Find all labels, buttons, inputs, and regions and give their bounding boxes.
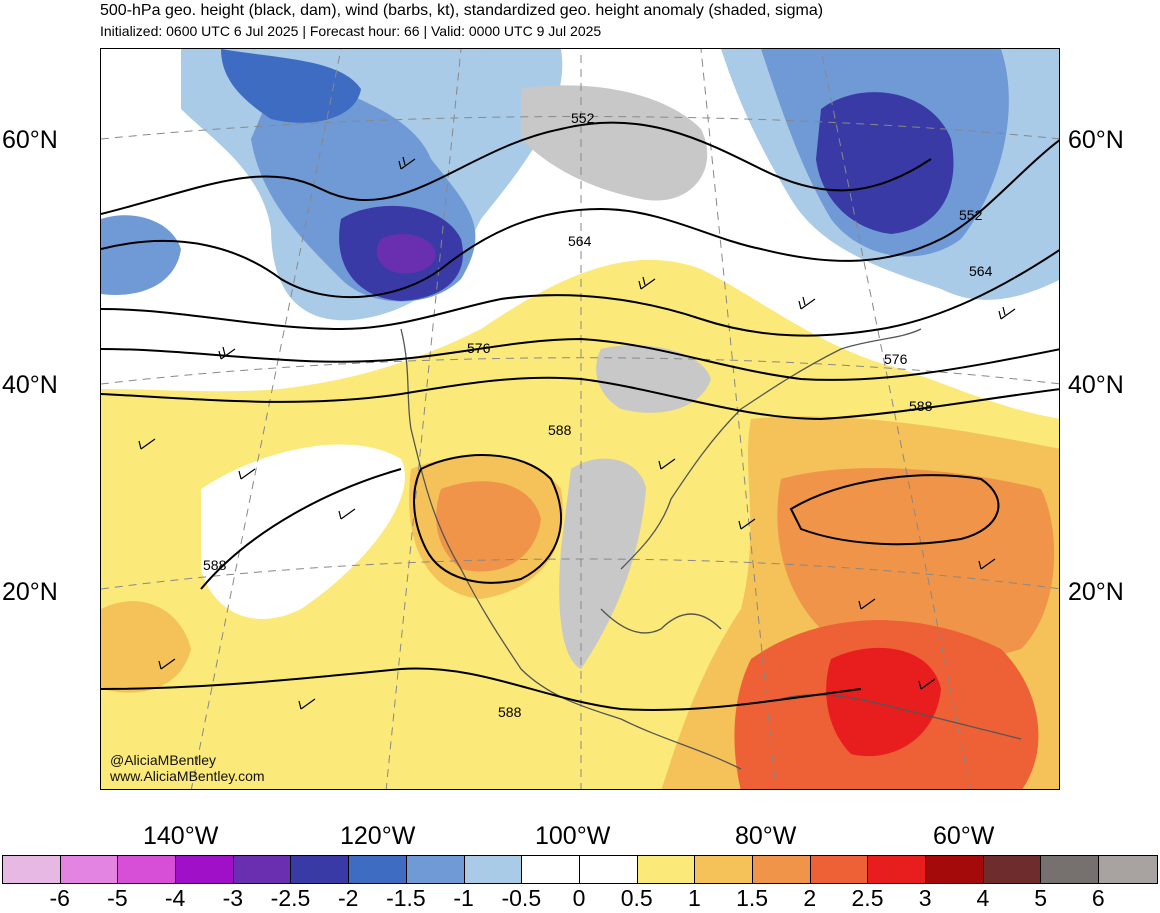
colorbar-label: -5 (107, 885, 128, 911)
lon-label-80w: 80°W (735, 822, 797, 850)
contour-label-564-east: 564 (969, 263, 993, 279)
colorbar-label: -1 (453, 885, 474, 911)
colorbar-swatch (810, 856, 869, 883)
colorbar-swatch (637, 856, 696, 883)
colorbar-label: 3 (918, 885, 932, 911)
colorbar-label: -0.5 (501, 885, 542, 911)
lon-label-140w: 140°W (143, 822, 219, 850)
weather-map: 552 564 576 588 552 564 576 588 588 588 (100, 48, 1060, 790)
colorbar-label: -1.5 (386, 885, 426, 911)
lon-label-120w: 120°W (340, 822, 416, 850)
colorbar-swatch (291, 856, 350, 883)
colorbar-swatch (118, 856, 177, 883)
colorbar-label: -2 (337, 885, 359, 911)
anomaly-neg-nw (221, 49, 361, 123)
colorbar-label: -4 (164, 885, 186, 911)
credit-website: www.AliciaMBentley.com (110, 768, 265, 784)
lat-label-60n-right: 60°N (1068, 126, 1124, 154)
colorbar-swatch (464, 856, 523, 883)
anomaly-pos-caribbean-core (826, 647, 941, 757)
lat-label-60n-left: 60°N (2, 126, 58, 154)
colorbar-label: 5 (1034, 885, 1047, 911)
colorbar-label: 0 (572, 885, 586, 911)
lat-label-20n-left: 20°N (2, 578, 58, 606)
contour-label-588-pacific: 588 (203, 557, 227, 573)
colorbar-label: -3 (222, 885, 244, 911)
colorbar-label: 6 (1091, 885, 1105, 911)
colorbar-label: 2 (803, 885, 817, 911)
colorbar-label: -6 (49, 885, 70, 911)
contour-label-552-east: 552 (959, 207, 983, 223)
anomaly-gray-greatlakes (596, 345, 711, 413)
lat-label-20n-right: 20°N (1068, 578, 1124, 606)
contour-label-552-west: 552 (571, 110, 595, 126)
colorbar-swatch (926, 856, 984, 883)
anomaly-pos-far-west (101, 601, 191, 693)
colorbar-swatch (60, 856, 119, 883)
colorbar-swatch (695, 856, 753, 883)
anomaly-pos-southwest-core (436, 481, 541, 572)
colorbar-label: 2.5 (851, 885, 884, 911)
colorbar-swatch (983, 856, 1042, 883)
lon-label-100w: 100°W (535, 822, 611, 850)
map-subtitle: Initialized: 0600 UTC 6 Jul 2025 | Forec… (100, 23, 602, 39)
colorbar-swatch (1099, 856, 1157, 883)
graticule (101, 49, 1059, 789)
colorbar-label: -2.5 (270, 885, 311, 911)
anomaly-colorbar (2, 855, 1158, 884)
lat-label-40n-left: 40°N (2, 371, 58, 399)
map-canvas: 552 564 576 588 552 564 576 588 588 588 (101, 49, 1059, 789)
contour-label-576-west: 576 (467, 340, 491, 356)
contour-labels: 552 564 576 588 552 564 576 588 588 588 (203, 110, 993, 720)
colorbar-label: 1.5 (736, 885, 769, 911)
anomaly-neg-west-peak (376, 234, 436, 274)
contour-label-588-east: 588 (909, 398, 933, 414)
anomaly-neg-far-west (101, 215, 181, 295)
colorbar-swatch (3, 856, 61, 883)
contour-label-588-central: 588 (548, 422, 572, 438)
contour-label-576-east: 576 (884, 351, 908, 367)
anomaly-gray-arctic (521, 85, 708, 201)
colorbar-swatch (233, 856, 292, 883)
colorbar-swatch (579, 856, 638, 883)
colorbar-label: 1 (687, 885, 701, 911)
colorbar-swatch (1041, 856, 1100, 883)
colorbar-swatch (406, 856, 465, 883)
colorbar-label: 4 (976, 885, 990, 911)
height-contours (101, 121, 1059, 711)
contour-label-564-west: 564 (568, 233, 592, 249)
colorbar-swatch (176, 856, 234, 883)
anomaly-pos-atlantic-mid (777, 468, 1055, 660)
colorbar-swatch (868, 856, 926, 883)
colorbar-swatch (522, 856, 580, 883)
map-title: 500-hPa geo. height (black, dam), wind (… (100, 2, 824, 19)
lat-label-40n-right: 40°N (1068, 371, 1124, 399)
credit-handle: @AliciaMBentley (110, 752, 217, 768)
wind-barbs (138, 156, 1016, 710)
contour-label-588-south: 588 (498, 704, 522, 720)
colorbar-swatch (752, 856, 811, 883)
colorbar-swatch (349, 856, 407, 883)
colorbar-label: 0.5 (620, 885, 653, 911)
lon-label-60w: 60°W (933, 822, 995, 850)
